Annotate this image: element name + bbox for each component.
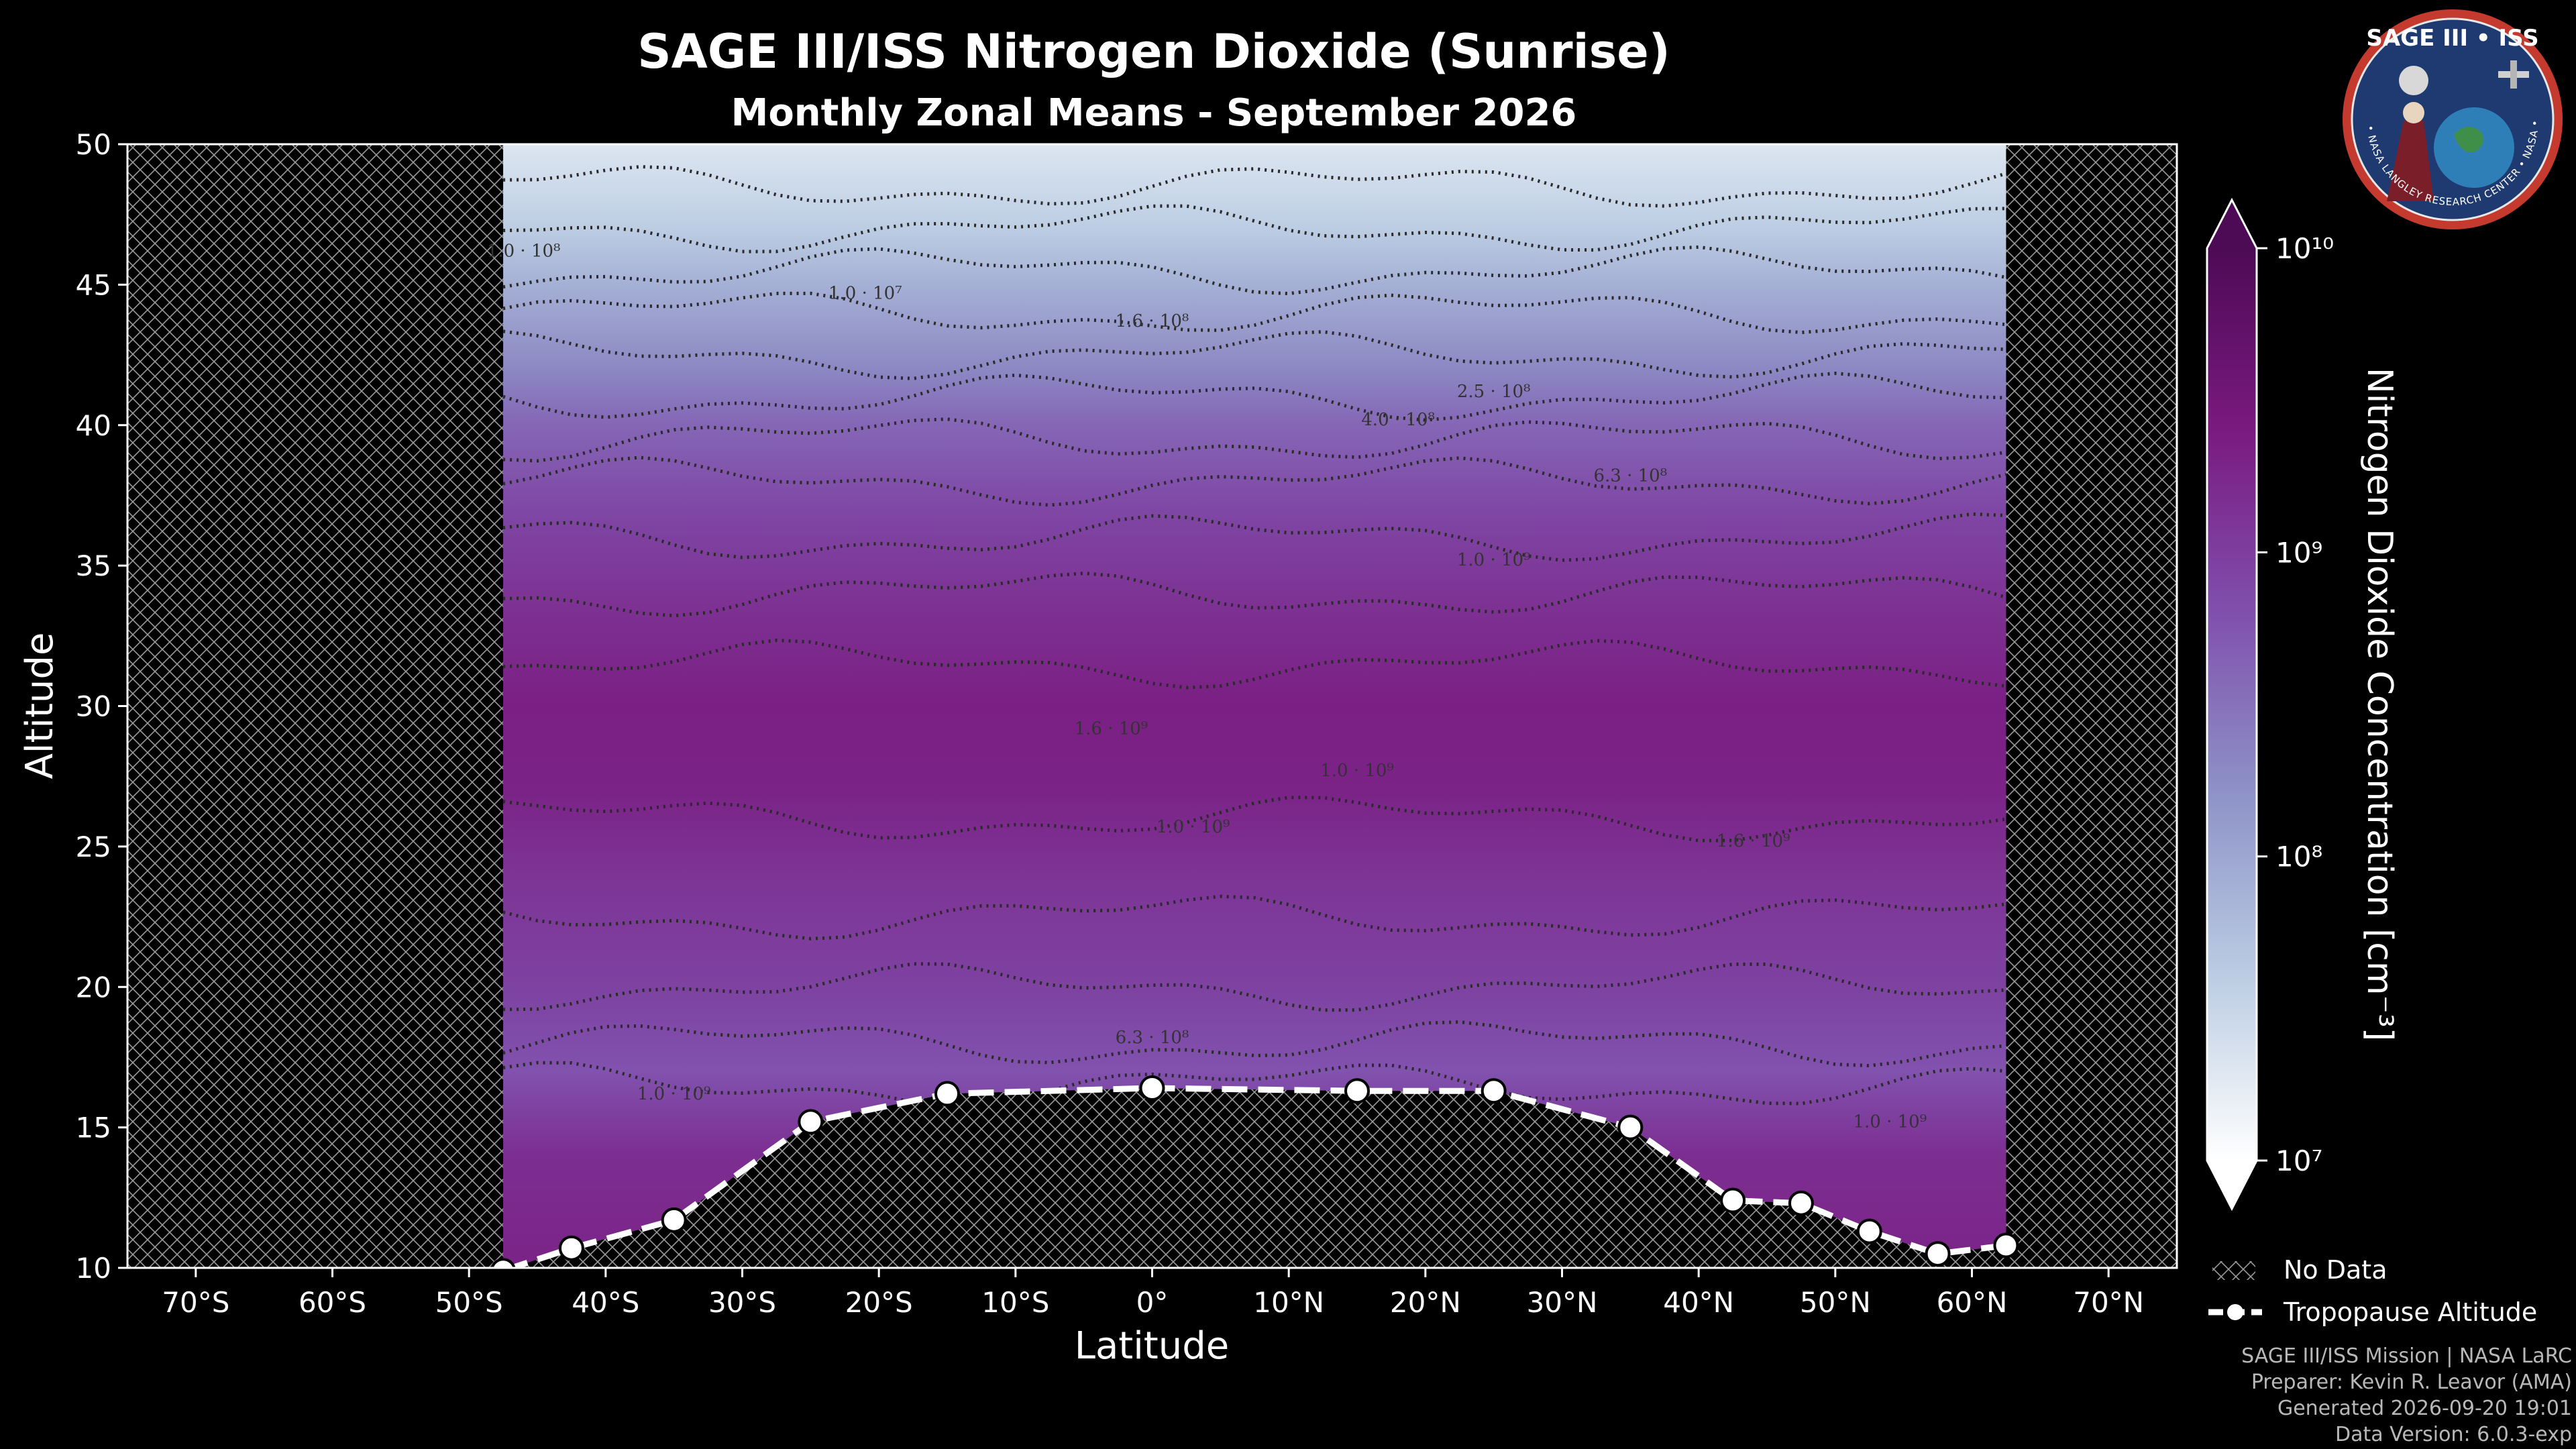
colorbar-label: Nitrogen Dioxide Concentration [cm⁻³] bbox=[2359, 368, 2400, 1041]
contour-label: 1.0 · 10⁹ bbox=[1320, 761, 1394, 781]
tropopause-point bbox=[1344, 1078, 1370, 1104]
x-tick-label: 40°N bbox=[1663, 1286, 1734, 1319]
legend-no-data-swatch bbox=[2212, 1261, 2255, 1280]
x-tick-label: 70°S bbox=[162, 1286, 229, 1319]
contour-label: 1.0 · 10⁹ bbox=[1157, 817, 1230, 837]
chart-title: SAGE III/ISS Nitrogen Dioxide (Sunrise) bbox=[637, 24, 1670, 79]
y-tick-label: 45 bbox=[76, 268, 111, 301]
y-tick-label: 25 bbox=[76, 830, 111, 863]
x-tick-label: 20°S bbox=[845, 1286, 913, 1319]
contour-label: 1.0 · 10⁹ bbox=[1853, 1112, 1927, 1132]
x-tick-label: 60°N bbox=[1937, 1286, 2008, 1319]
tropopause-point bbox=[1617, 1114, 1644, 1140]
contour-label: 1.0 · 10⁷ bbox=[828, 283, 902, 303]
legend: No Data Tropopause Altitude bbox=[2208, 1255, 2537, 1327]
y-tick-label: 20 bbox=[76, 971, 111, 1004]
contour-line bbox=[503, 572, 2007, 618]
y-axis-label: Altitude bbox=[18, 633, 62, 780]
x-tick-label: 30°S bbox=[708, 1286, 776, 1319]
badge-figure bbox=[2387, 121, 2434, 201]
x-tick-label: 50°N bbox=[1800, 1286, 1871, 1319]
contour-label: 1.6 · 10⁹ bbox=[1717, 831, 1790, 851]
legend-tropopause-marker bbox=[2227, 1304, 2243, 1320]
contour-label: 1.6 · 10⁸ bbox=[1116, 311, 1189, 331]
badge-title: SAGE III • ISS bbox=[2366, 25, 2538, 52]
contour-line bbox=[502, 894, 2006, 941]
plot-area: 1.0 · 10⁸ 1.0 · 10⁷ 1.6 · 10⁸ 2.5 · 10⁸ 4.0 … bbox=[126, 143, 2178, 1269]
tropopause-point bbox=[1925, 1241, 1951, 1267]
x-axis: 70°S 60°S 50°S 40°S 30°S 20°S 10°S 0° 10°N 20°N 30… bbox=[162, 1268, 2144, 1319]
colorbar-tick-label: 10⁷ bbox=[2275, 1144, 2322, 1177]
contour-line bbox=[502, 1020, 2006, 1068]
x-tick-label: 60°S bbox=[299, 1286, 366, 1319]
tropopause-point bbox=[1481, 1078, 1507, 1104]
tropopause-point bbox=[1139, 1075, 1165, 1101]
colorbar-tick-label: 10⁸ bbox=[2275, 841, 2322, 873]
contour-label: 1.6 · 10⁹ bbox=[1075, 718, 1148, 739]
credit-preparer: Preparer: Kevin R. Leavor (AMA) bbox=[2251, 1371, 2572, 1394]
tropopause-points bbox=[490, 1075, 2019, 1268]
credits: SAGE III/ISS Mission | NASA LaRC Prepare… bbox=[2241, 1343, 2572, 1448]
contour-line bbox=[503, 164, 2007, 208]
colorbar: 10⁷ 10⁸ 10⁹ 10¹⁰ Nitrogen Dioxide Concentra… bbox=[2206, 197, 2400, 1212]
contour-line bbox=[502, 512, 2006, 562]
y-tick-label: 50 bbox=[76, 128, 111, 161]
tropopause-point bbox=[661, 1207, 687, 1233]
chart-subtitle: Monthly Zonal Means - September 2026 bbox=[731, 91, 1577, 135]
x-tick-label: 40°S bbox=[572, 1286, 639, 1319]
colorbar-extend-bottom bbox=[2207, 1161, 2257, 1209]
y-tick-label: 35 bbox=[76, 549, 111, 582]
x-axis-label: Latitude bbox=[1075, 1324, 1229, 1368]
colorbar-tick-label: 10¹⁰ bbox=[2275, 232, 2334, 265]
contour-line bbox=[503, 962, 2006, 1012]
tropopause-point bbox=[934, 1081, 960, 1107]
legend-tropopause-label: Tropopause Altitude bbox=[2283, 1297, 2537, 1327]
x-tick-label: 70°N bbox=[2073, 1286, 2144, 1319]
contour-label: 6.3 · 10⁸ bbox=[1116, 1028, 1189, 1048]
contour-line bbox=[503, 638, 2006, 690]
contour-label: 2.5 · 10⁸ bbox=[1457, 382, 1531, 402]
x-tick-label: 10°S bbox=[981, 1286, 1049, 1319]
x-tick-label: 30°N bbox=[1527, 1286, 1598, 1319]
contour-label: 1.0 · 10⁹ bbox=[637, 1084, 711, 1104]
tropopause-point bbox=[1720, 1187, 1746, 1214]
x-tick-label: 50°S bbox=[435, 1286, 503, 1319]
legend-no-data-label: No Data bbox=[2284, 1255, 2387, 1285]
tropopause-point bbox=[1993, 1232, 2019, 1258]
tropopause-point bbox=[1788, 1190, 1814, 1216]
tropopause-point bbox=[558, 1235, 584, 1261]
colorbar-tick-label: 10⁹ bbox=[2275, 536, 2322, 569]
tropopause-point bbox=[798, 1109, 824, 1135]
contour-label: 6.3 · 10⁸ bbox=[1594, 466, 1668, 486]
contour-label: 1.0 · 10⁹ bbox=[1457, 550, 1531, 570]
credit-mission: SAGE III/ISS Mission | NASA LaRC bbox=[2241, 1344, 2572, 1368]
y-axis: 10 15 20 25 30 35 40 45 50 bbox=[76, 128, 127, 1285]
colorbar-ticks: 10⁷ 10⁸ 10⁹ 10¹⁰ bbox=[2257, 232, 2334, 1177]
contour-line bbox=[502, 291, 2006, 335]
contour-labels: 1.0 · 10⁸ 1.0 · 10⁷ 1.6 · 10⁸ 2.5 · 10⁸ 4.0 … bbox=[487, 241, 1927, 1132]
badge-moon bbox=[2399, 66, 2428, 95]
tropopause-point bbox=[490, 1258, 516, 1268]
contour-line bbox=[502, 371, 2006, 422]
x-tick-label: 0° bbox=[1136, 1286, 1169, 1319]
colorbar-gradient bbox=[2207, 248, 2257, 1161]
x-tick-label: 20°N bbox=[1390, 1286, 1461, 1319]
credit-generated: Generated 2026-09-20 19:01 bbox=[2277, 1397, 2572, 1420]
colorbar-extend-top bbox=[2207, 200, 2257, 248]
concentration-field bbox=[503, 144, 2006, 1268]
contour-line bbox=[502, 455, 2006, 507]
y-tick-label: 10 bbox=[76, 1252, 111, 1285]
tropopause-point bbox=[1856, 1218, 1882, 1244]
credit-version: Data Version: 6.0.3-exp bbox=[2334, 1423, 2572, 1446]
contour-label: 4.0 · 10⁸ bbox=[1361, 410, 1435, 430]
x-tick-label: 10°N bbox=[1253, 1286, 1324, 1319]
mission-badge: SAGE III • ISS BALL • NASA LANGLEY RESEA… bbox=[2340, 7, 2563, 229]
y-tick-label: 30 bbox=[76, 690, 111, 723]
y-tick-label: 40 bbox=[76, 409, 111, 442]
contour-lines bbox=[502, 164, 2007, 1109]
contour-label: 1.0 · 10⁸ bbox=[487, 241, 561, 262]
y-tick-label: 15 bbox=[76, 1112, 111, 1144]
contour-line bbox=[503, 204, 2006, 254]
